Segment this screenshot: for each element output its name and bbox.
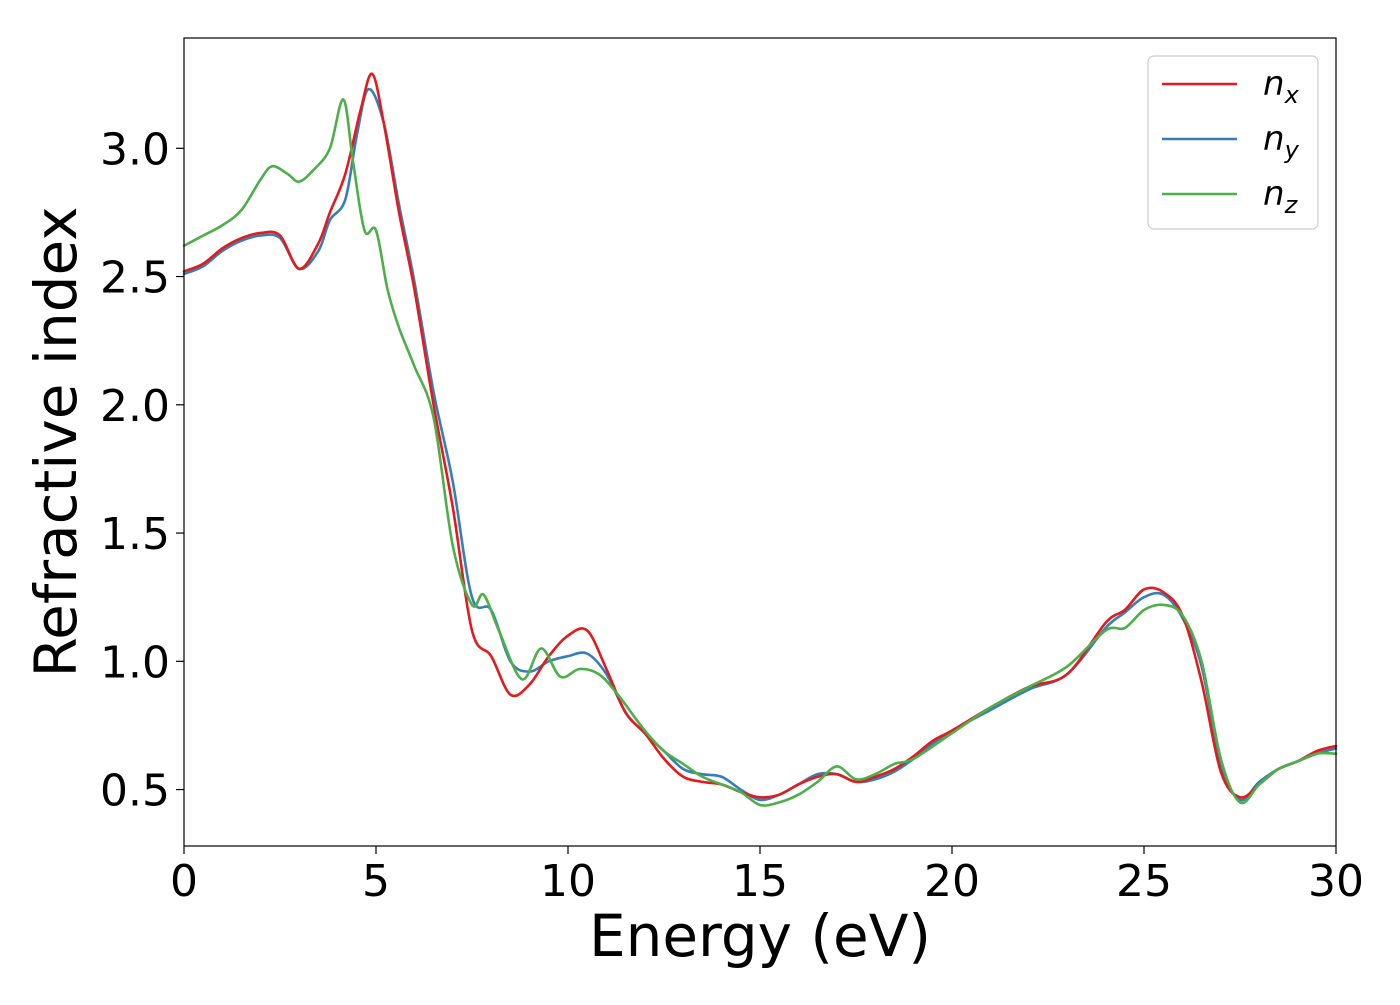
y-tick-label: 2.0 <box>100 381 170 432</box>
y-tick-label: 1.0 <box>100 637 170 688</box>
legend-label-y: ny <box>1263 119 1300 164</box>
x-tick-label: 25 <box>1116 856 1172 907</box>
legend-label-x: nx <box>1263 64 1300 109</box>
tick-layer: 0 5 10 15 20 25 30 0.5 1.0 1.5 2.0 2.5 3.0 <box>100 124 1364 907</box>
y-tick-label: 0.5 <box>100 766 170 817</box>
x-tick-label: 0 <box>170 856 198 907</box>
x-tick-label: 20 <box>924 856 980 907</box>
x-tick-label: 15 <box>732 856 788 907</box>
series-line-z <box>182 98 1338 807</box>
x-tick-label: 30 <box>1308 856 1364 907</box>
y-tick-label: 2.5 <box>100 253 170 304</box>
plot-frame <box>183 37 1337 847</box>
legend-label-base: n <box>1263 64 1285 104</box>
x-tick-label: 5 <box>362 856 390 907</box>
legend-label-base: n <box>1263 174 1285 214</box>
legend-label-base: n <box>1263 119 1285 159</box>
legend-box <box>1147 55 1319 230</box>
series-line-x <box>182 72 1338 799</box>
series-line-y <box>182 87 1338 802</box>
y-tick-label: 3.0 <box>100 124 170 175</box>
legend-label-z: nz <box>1263 174 1299 219</box>
legend-label-sub: z <box>1284 191 1299 219</box>
legend-label-sub: y <box>1284 136 1300 164</box>
x-tick-label: 10 <box>540 856 596 907</box>
y-tick-label: 1.5 <box>100 509 170 560</box>
x-axis-title: Energy (eV) <box>589 902 931 970</box>
plot-layer <box>182 72 1338 807</box>
legend-label-sub: x <box>1284 81 1300 109</box>
y-axis-title: Refractive index <box>22 206 90 677</box>
